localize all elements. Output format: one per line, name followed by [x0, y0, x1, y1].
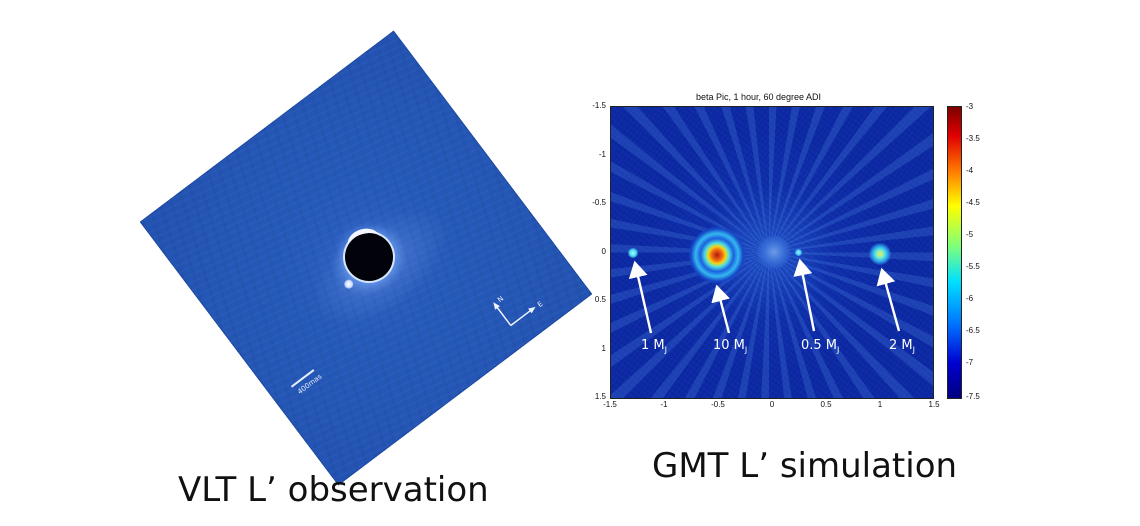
label-1mj: 1 MJ: [641, 338, 667, 355]
arrow-2mj: [876, 267, 901, 332]
colorbar-tick: -4: [966, 166, 974, 175]
x-tick: 0.5: [820, 400, 832, 409]
colorbar-tick: -3: [966, 102, 974, 111]
label-05mj: 0.5 MJ: [801, 338, 840, 355]
compass-north-label: N: [496, 295, 505, 305]
x-tick: -1.5: [603, 400, 617, 409]
arrow-05mj: [793, 258, 816, 332]
y-tick: -0.5: [592, 198, 606, 207]
colorbar-tick: -6: [966, 294, 974, 303]
x-tick: 1.5: [928, 400, 940, 409]
planet-1mj-blob: [628, 248, 638, 258]
arrow-10mj: [711, 284, 731, 334]
gmt-plot-title: beta Pic, 1 hour, 60 degree ADI: [695, 92, 822, 102]
colorbar-tick: -4.5: [966, 198, 980, 207]
gmt-simulation-image: 1 MJ 10 MJ 0.5 MJ 2 MJ: [610, 106, 934, 399]
compass-north-head: [493, 302, 500, 310]
colorbar-tick: -3.5: [966, 134, 980, 143]
compass-east-label: E: [536, 300, 544, 309]
y-tick: -1: [598, 150, 606, 159]
y-tick: 0: [601, 247, 606, 256]
gmt-caption: GMT L’ simulation: [652, 446, 958, 486]
compass-east-head: [528, 306, 536, 314]
planet-2mj-blob: [869, 243, 891, 265]
y-tick: 1.5: [594, 392, 606, 401]
x-tick: -1: [660, 400, 668, 409]
y-tick: 1: [601, 344, 606, 353]
x-tick: 0: [769, 400, 775, 409]
colorbar-tick: -5: [966, 230, 974, 239]
x-tick: 1: [877, 400, 883, 409]
vlt-caption: VLT L’ observation: [178, 470, 489, 510]
gmt-arrows: [628, 258, 901, 334]
colorbar-tick: -7: [966, 358, 974, 367]
colorbar: [947, 106, 962, 399]
vlt-observation-image: 400mas N E: [139, 30, 593, 486]
label-2mj: 2 MJ: [889, 338, 915, 355]
planet-10mj-blob: [689, 227, 745, 283]
planet-05mj-blob: [795, 249, 802, 256]
colorbar-tick: -5.5: [966, 262, 980, 271]
arrow-1mj: [628, 260, 653, 334]
compass-north-arrow: [495, 305, 512, 326]
y-tick: -1.5: [592, 101, 606, 110]
label-10mj: 10 MJ: [713, 338, 748, 355]
vlt-panel: 400mas N E VLT L’ observation: [139, 30, 593, 510]
y-tick: 0.5: [594, 295, 606, 304]
vlt-scale-bar: 400mas: [290, 369, 323, 396]
compass-east-arrow: [510, 309, 532, 327]
gmt-star-residual: [757, 235, 791, 269]
x-tick: -0.5: [711, 400, 725, 409]
colorbar-tick: -7.5: [966, 392, 980, 401]
compass-icon: N E: [493, 295, 544, 327]
colorbar-tick: -6.5: [966, 326, 980, 335]
